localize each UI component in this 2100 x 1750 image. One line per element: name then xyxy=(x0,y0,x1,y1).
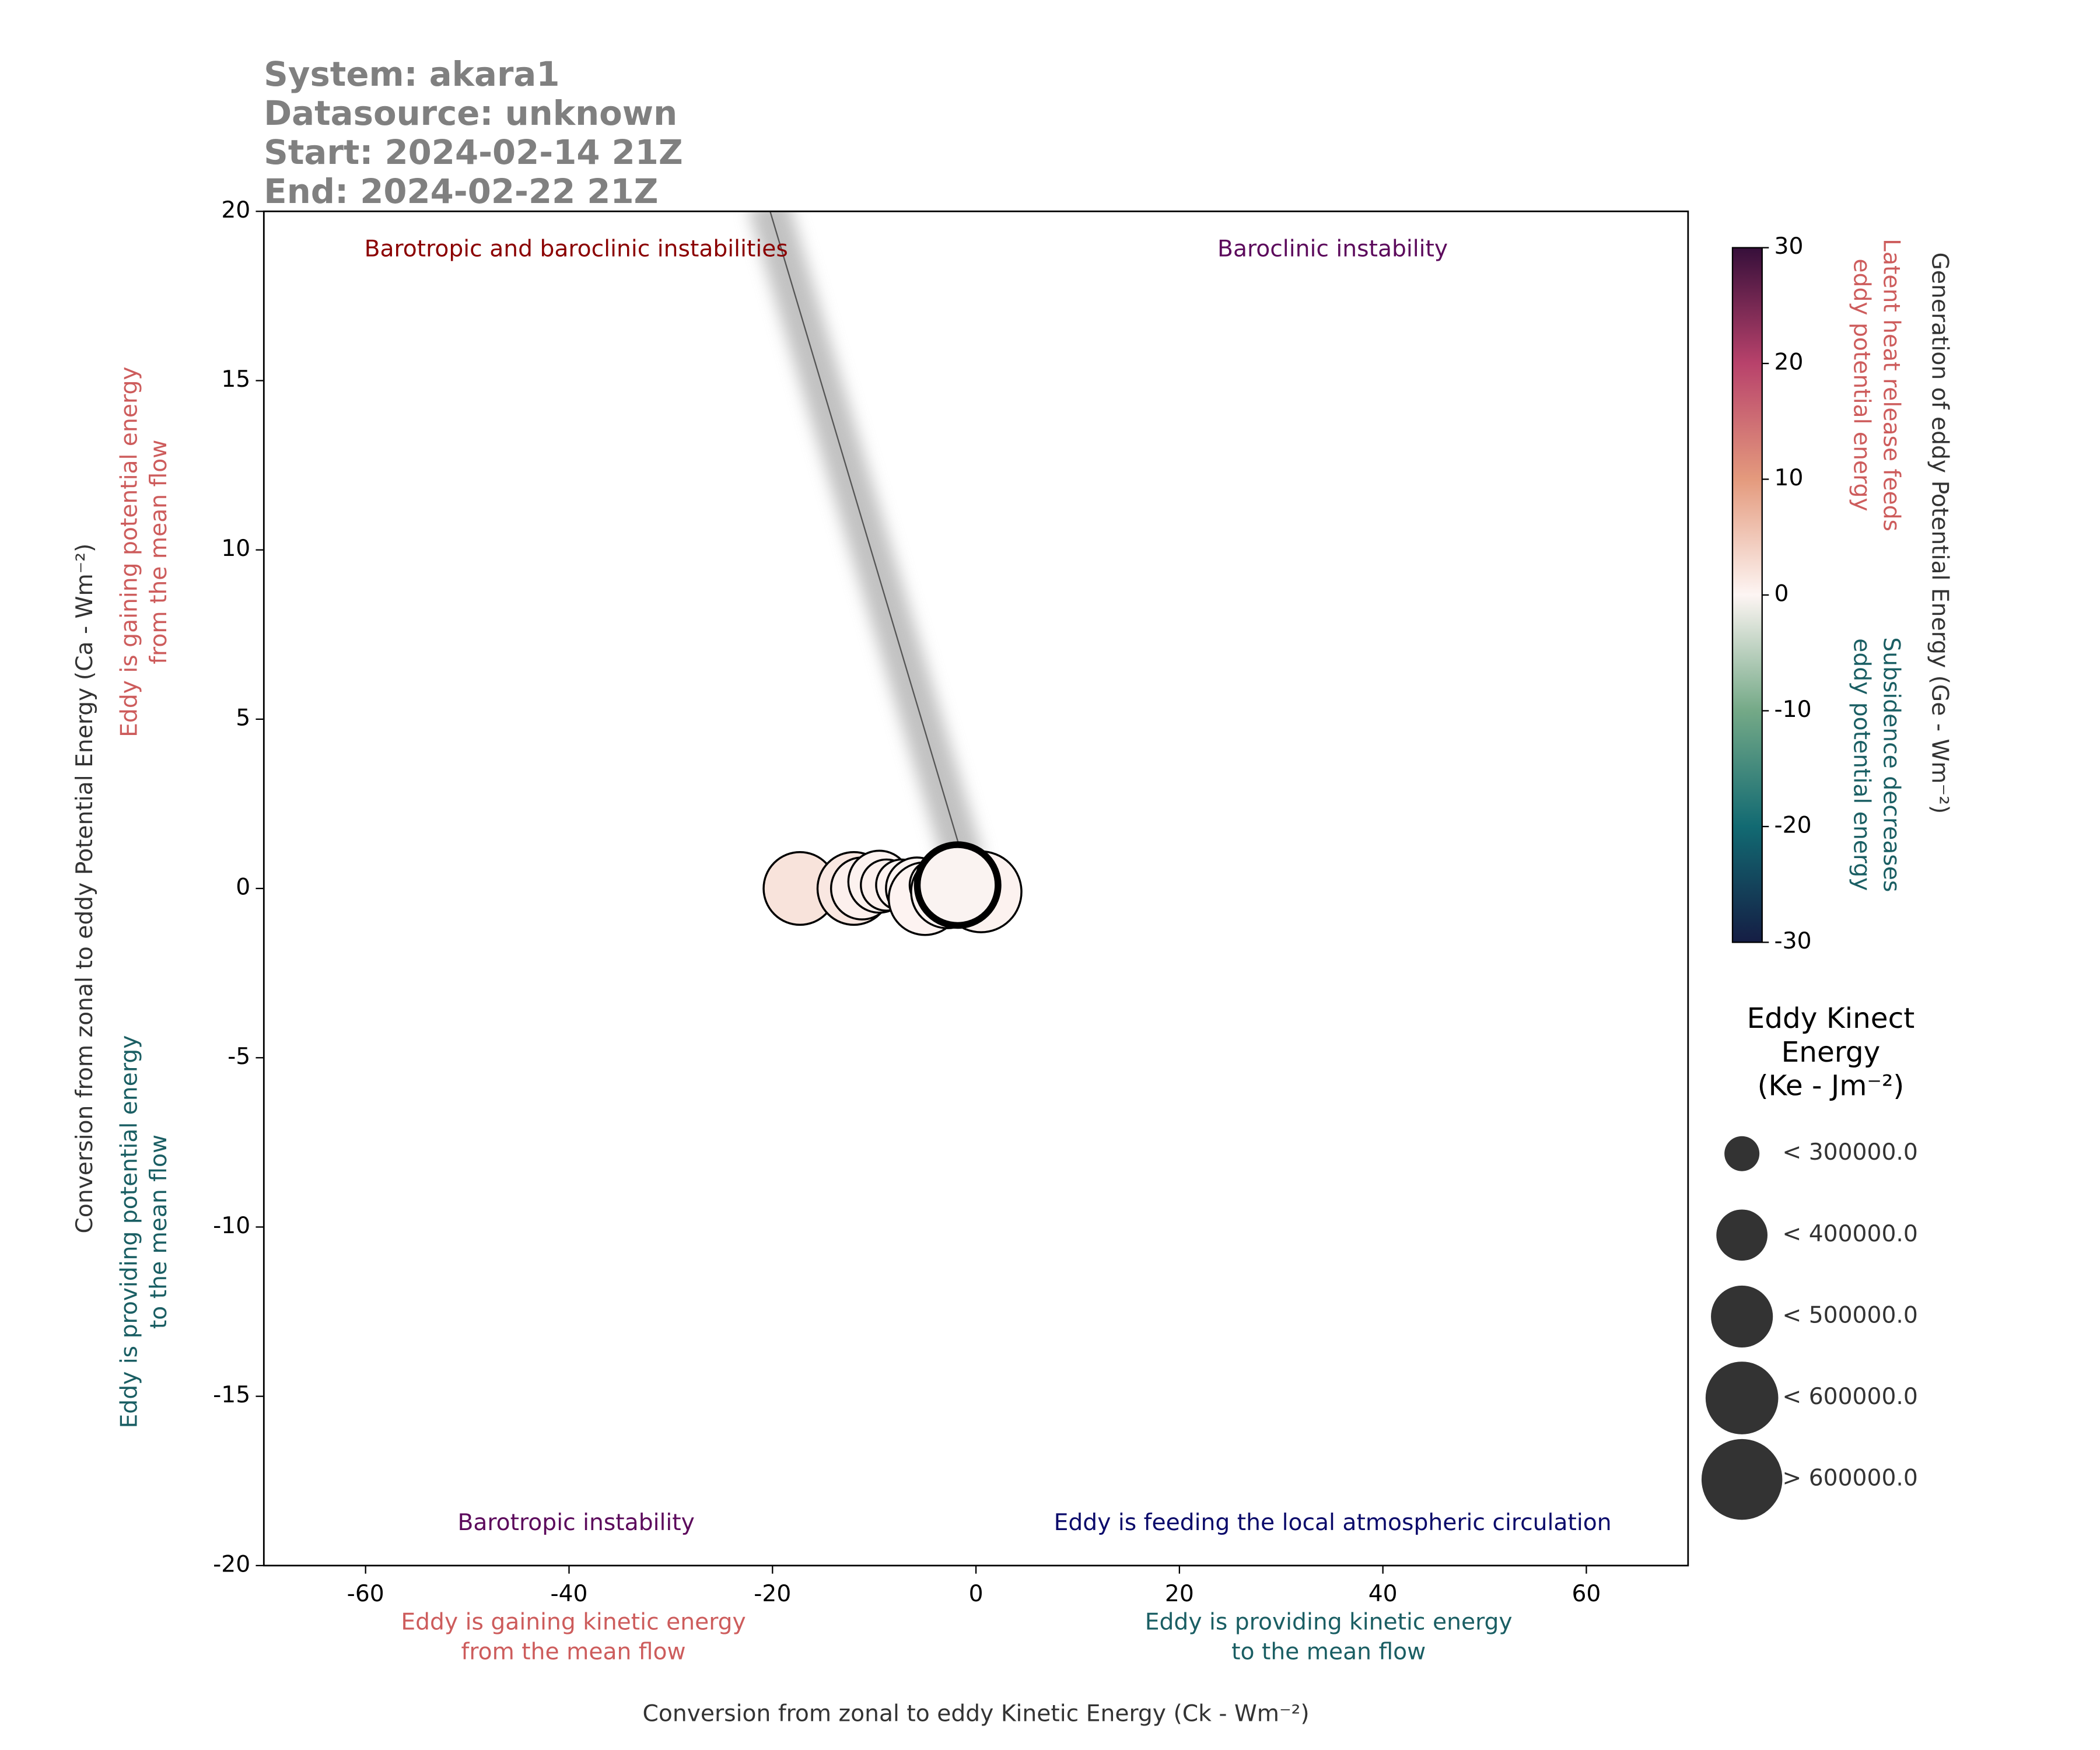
colorbar-tick-label: 30 xyxy=(1774,233,1804,260)
y-note: to the mean flow xyxy=(146,1135,172,1329)
quadrant-label: Barotropic and baroclinic instabilities xyxy=(365,236,788,262)
x-axis-label: Conversion from zonal to eddy Kinetic En… xyxy=(642,1701,1309,1727)
y-tick-label: -15 xyxy=(213,1382,250,1408)
size-legend-marker xyxy=(1716,1209,1768,1261)
size-legend-title: Energy xyxy=(1782,1036,1881,1069)
x-tick-label: 0 xyxy=(969,1581,984,1607)
colorbar-tick-label: 20 xyxy=(1774,349,1804,376)
y-tick-label: -20 xyxy=(213,1551,250,1577)
y-axis-label: Conversion from zonal to eddy Potential … xyxy=(72,544,98,1234)
colorbar-tick-label: -10 xyxy=(1774,696,1812,723)
size-legend-title: (Ke - Jm⁻²) xyxy=(1758,1070,1905,1102)
size-legend-label: < 600000.0 xyxy=(1782,1384,1917,1410)
y-note: from the mean flow xyxy=(146,440,172,664)
colorbar-tick-label: 10 xyxy=(1774,465,1804,491)
quadrant-label: Barotropic instability xyxy=(457,1510,694,1536)
x-tick-label: 40 xyxy=(1368,1581,1398,1607)
size-legend-marker xyxy=(1705,1362,1779,1434)
x-note: Eddy is gaining kinetic energy xyxy=(401,1609,746,1636)
y-tick-label: 15 xyxy=(221,366,250,393)
y-note: Eddy is gaining potential energy xyxy=(116,366,142,737)
size-legend-label: > 600000.0 xyxy=(1782,1465,1917,1492)
colorbar-tick-label: 0 xyxy=(1774,581,1789,607)
colorbar-note: Subsidence decreases xyxy=(1878,637,1905,892)
size-legend-label: < 300000.0 xyxy=(1782,1139,1917,1166)
x-tick-label: -40 xyxy=(550,1581,587,1607)
x-tick-label: -60 xyxy=(347,1581,384,1607)
colorbar-tick-label: -30 xyxy=(1774,928,1812,954)
colorbar-tick-label: -20 xyxy=(1774,812,1812,838)
y-tick-label: -5 xyxy=(228,1044,250,1070)
y-tick-label: 20 xyxy=(221,197,250,223)
size-legend-title: Eddy Kinect xyxy=(1747,1002,1915,1035)
header-line: System: akara1 xyxy=(264,54,559,94)
point xyxy=(914,841,1002,929)
colorbar xyxy=(1731,247,1763,943)
size-legend-label: < 400000.0 xyxy=(1782,1221,1917,1247)
x-note: from the mean flow xyxy=(461,1639,686,1665)
colorbar-label: Generation of eddy Potential Energy (Ge … xyxy=(1927,252,1953,814)
y-tick-label: 5 xyxy=(236,705,250,731)
header-line: End: 2024-02-22 21Z xyxy=(264,172,658,211)
x-tick-label: -20 xyxy=(754,1581,791,1607)
size-legend-marker xyxy=(1724,1136,1760,1171)
x-tick-label: 20 xyxy=(1165,1581,1194,1607)
y-tick-label: 10 xyxy=(221,536,250,562)
y-tick-label: 0 xyxy=(236,874,250,901)
size-legend-marker xyxy=(1711,1285,1773,1348)
x-note: to the mean flow xyxy=(1231,1639,1426,1665)
header-line: Datasource: unknown xyxy=(264,93,677,133)
colorbar-note: eddy potential energy xyxy=(1849,258,1875,511)
size-legend-label: < 500000.0 xyxy=(1782,1302,1917,1328)
y-note: Eddy is providing potential energy xyxy=(116,1035,142,1429)
x-tick-label: 60 xyxy=(1572,1581,1601,1607)
colorbar-note: eddy potential energy xyxy=(1849,638,1875,891)
quadrant-label: Baroclinic instability xyxy=(1217,236,1448,262)
y-tick-label: -10 xyxy=(213,1213,250,1239)
size-legend-marker xyxy=(1701,1438,1783,1520)
header-line: Start: 2024-02-14 21Z xyxy=(264,132,682,172)
quadrant-label: Eddy is feeding the local atmospheric ci… xyxy=(1054,1510,1612,1536)
colorbar-note: Latent heat release feeds xyxy=(1878,239,1905,531)
x-note: Eddy is providing kinetic energy xyxy=(1145,1609,1513,1636)
